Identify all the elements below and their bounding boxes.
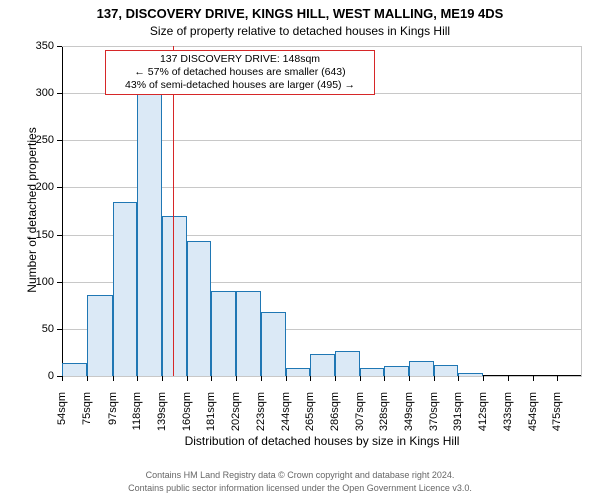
x-tick-label: 286sqm [329, 392, 341, 442]
histogram-bar [187, 241, 212, 376]
histogram-bar [360, 368, 385, 376]
x-tick-mark [187, 376, 188, 381]
x-tick-label: 412sqm [477, 392, 489, 442]
histogram-bar [409, 361, 434, 376]
histogram-bar [236, 291, 261, 376]
x-tick-label: 475sqm [551, 392, 563, 442]
x-tick-mark [458, 376, 459, 381]
x-tick-mark [434, 376, 435, 381]
annotation-line: 43% of semi-detached houses are larger (… [110, 79, 370, 92]
histogram-bar [384, 366, 409, 376]
y-tick-label: 250 [22, 134, 54, 146]
annotation-line: 137 DISCOVERY DRIVE: 148sqm [110, 53, 370, 66]
y-tick-label: 200 [22, 181, 54, 193]
y-tick-mark [57, 93, 62, 94]
x-tick-mark [261, 376, 262, 381]
x-tick-mark [533, 376, 534, 381]
y-axis-label: Number of detached properties [25, 120, 39, 300]
annotation-box: 137 DISCOVERY DRIVE: 148sqm← 57% of deta… [105, 50, 375, 95]
x-tick-mark [360, 376, 361, 381]
chart-title: 137, DISCOVERY DRIVE, KINGS HILL, WEST M… [0, 6, 600, 21]
x-tick-mark [483, 376, 484, 381]
y-tick-label: 150 [22, 229, 54, 241]
histogram-bar [62, 363, 87, 376]
annotation-line: ← 57% of detached houses are smaller (64… [110, 66, 370, 79]
x-tick-label: 244sqm [280, 392, 292, 442]
histogram-bar [261, 312, 286, 376]
x-tick-mark [211, 376, 212, 381]
x-tick-mark [113, 376, 114, 381]
y-tick-mark [57, 282, 62, 283]
y-tick-label: 350 [22, 40, 54, 52]
x-tick-mark [62, 376, 63, 381]
x-tick-label: 118sqm [131, 392, 143, 442]
x-tick-label: 54sqm [56, 392, 68, 442]
histogram-bar [458, 373, 483, 376]
x-tick-mark [286, 376, 287, 381]
y-tick-label: 50 [22, 323, 54, 335]
axis-line [62, 46, 582, 47]
x-tick-label: 349sqm [403, 392, 415, 442]
grid-line [62, 376, 582, 377]
x-tick-mark [137, 376, 138, 381]
x-tick-mark [384, 376, 385, 381]
x-tick-mark [310, 376, 311, 381]
histogram-bar [137, 90, 162, 376]
histogram-bar [87, 295, 113, 376]
x-tick-mark [557, 376, 558, 381]
chart-subtitle: Size of property relative to detached ho… [0, 24, 600, 38]
y-tick-label: 0 [22, 370, 54, 382]
x-tick-mark [508, 376, 509, 381]
x-tick-label: 454sqm [527, 392, 539, 442]
y-tick-mark [57, 46, 62, 47]
x-tick-label: 223sqm [255, 392, 267, 442]
x-tick-mark [236, 376, 237, 381]
axis-line [62, 46, 63, 376]
plot-area [62, 46, 582, 376]
histogram-bar [113, 202, 138, 376]
x-tick-mark [335, 376, 336, 381]
x-tick-label: 370sqm [428, 392, 440, 442]
histogram-bar [286, 368, 311, 376]
x-tick-label: 265sqm [304, 392, 316, 442]
footer-line-2: Contains public sector information licen… [0, 483, 600, 493]
x-tick-label: 75sqm [81, 392, 93, 442]
x-tick-label: 307sqm [354, 392, 366, 442]
y-tick-label: 300 [22, 87, 54, 99]
x-tick-label: 328sqm [378, 392, 390, 442]
x-tick-label: 433sqm [502, 392, 514, 442]
x-tick-label: 139sqm [156, 392, 168, 442]
y-tick-mark [57, 235, 62, 236]
x-tick-label: 202sqm [230, 392, 242, 442]
y-tick-mark [57, 187, 62, 188]
x-tick-label: 97sqm [107, 392, 119, 442]
x-tick-mark [409, 376, 410, 381]
y-tick-label: 100 [22, 276, 54, 288]
x-tick-label: 160sqm [181, 392, 193, 442]
marker-line [173, 46, 174, 376]
y-tick-mark [57, 329, 62, 330]
histogram-bar [162, 216, 187, 376]
y-tick-mark [57, 140, 62, 141]
x-tick-label: 181sqm [205, 392, 217, 442]
histogram-bar [434, 365, 459, 376]
histogram-bar [335, 351, 360, 376]
x-tick-mark [87, 376, 88, 381]
axis-line [581, 46, 582, 376]
chart-root: { "title": "137, DISCOVERY DRIVE, KINGS … [0, 0, 600, 500]
footer-line-1: Contains HM Land Registry data © Crown c… [0, 470, 600, 480]
x-tick-label: 391sqm [452, 392, 464, 442]
x-tick-mark [162, 376, 163, 381]
histogram-bar [310, 354, 335, 376]
histogram-bar [211, 291, 236, 376]
